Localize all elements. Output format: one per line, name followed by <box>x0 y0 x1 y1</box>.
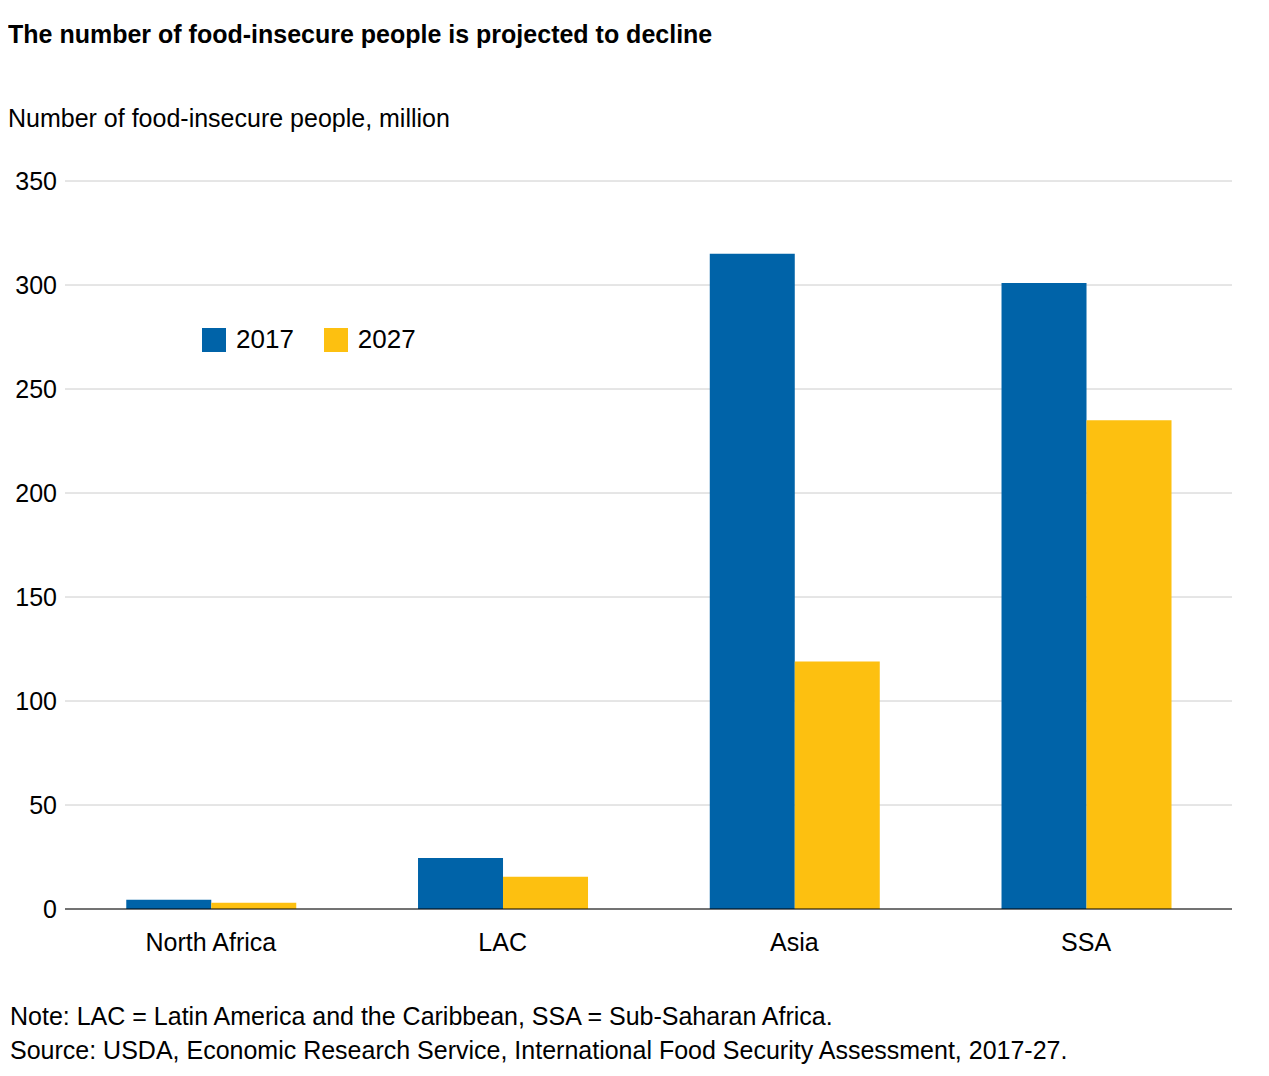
svg-text:200: 200 <box>15 479 57 507</box>
svg-text:Asia: Asia <box>770 928 819 956</box>
svg-text:300: 300 <box>15 271 57 299</box>
svg-text:100: 100 <box>15 687 57 715</box>
html-text:Number of food-insecure people: Number of food-insecure people, million <box>8 104 450 132</box>
html-text:Note: LAC = Latin America and: Note: LAC = Latin America and the Caribb… <box>10 1002 833 1030</box>
svg-text:0: 0 <box>43 895 57 923</box>
svg-text:250: 250 <box>15 375 57 403</box>
svg-text:LAC: LAC <box>478 928 527 956</box>
svg-text:150: 150 <box>15 583 57 611</box>
svg-text:350: 350 <box>15 167 57 195</box>
html-text:2017: 2017 <box>236 324 294 354</box>
html-text:Source: USDA, Economic Researc: Source: USDA, Economic Research Service,… <box>10 1036 1068 1064</box>
svg-text:North Africa: North Africa <box>146 928 277 956</box>
svg-text:SSA: SSA <box>1061 928 1111 956</box>
html-text:The number of food-insecure pe: The number of food-insecure people is pr… <box>8 20 713 48</box>
svg-text:50: 50 <box>29 791 57 819</box>
html-text:2027: 2027 <box>357 324 416 354</box>
